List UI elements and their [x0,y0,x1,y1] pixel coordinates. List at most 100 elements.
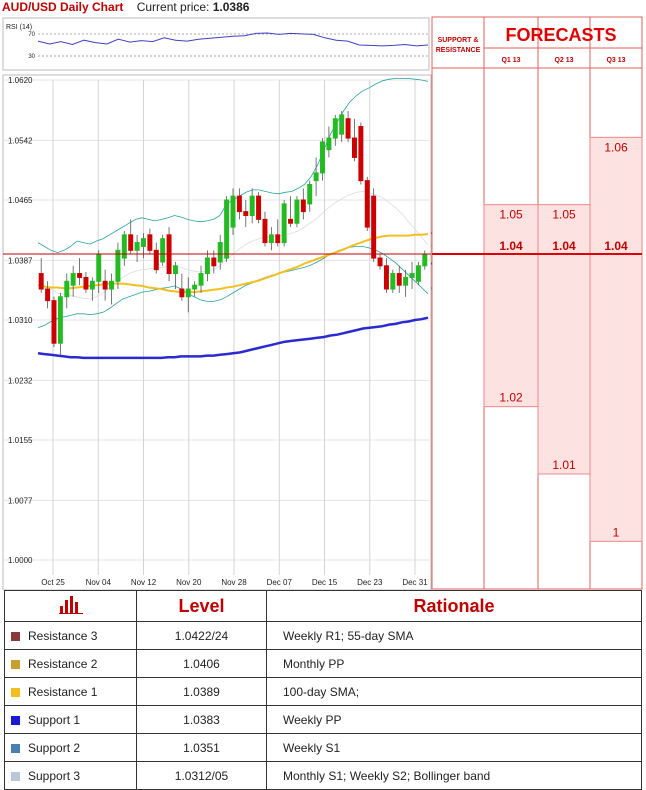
level-name: Support 3 [28,768,81,783]
rsi-frame [2,17,430,71]
candle [288,196,294,228]
candle-body [115,249,121,282]
level-header: Level [136,590,267,622]
candle-body [390,273,396,290]
level-name: Support 1 [28,712,81,727]
level-name-cell: Support 3 [4,761,137,790]
x-tick-label: Nov 04 [86,578,112,587]
candle [128,219,134,255]
candle-body [179,288,185,298]
level-value: 1.0389 [136,677,267,706]
forecast-high-value: 1.05 [552,208,576,222]
rsi-line [37,32,429,47]
candle-body [383,265,389,290]
candle-body [172,265,178,275]
candle [217,234,223,270]
candle [326,126,332,158]
candle [51,296,57,348]
level-rationale: 100-day SMA; [266,677,642,706]
candle [185,277,191,313]
y-tick-label: 1.0155 [8,436,33,445]
level-rationale: Weekly S1 [266,733,642,762]
candle [396,265,402,293]
candle-body [307,184,313,205]
level-name: Resistance 2 [28,656,98,671]
candle-body [249,195,255,216]
candle-body [268,234,274,244]
y-tick-label: 1.0620 [8,76,33,85]
candle-body [351,137,357,158]
candle [415,261,421,286]
candle-body [96,253,102,282]
table-icon-cell [4,590,137,622]
candle-body [256,195,262,220]
candle-body [288,218,294,224]
level-name: Support 2 [28,740,81,755]
candle-body [185,288,191,298]
forecast-low-value: 1.01 [552,458,576,472]
candle [179,273,185,301]
candle [332,114,338,146]
y-tick-label: 1.0077 [8,496,33,505]
forecast-range-bar [537,204,591,475]
y-tick-label: 1.0387 [8,256,33,265]
candle-body [89,280,95,290]
sr-label-2: RESISTANCE [436,47,481,54]
level-name: Resistance 3 [28,628,98,643]
candle-body [121,234,127,259]
level-color-swatch [11,743,20,753]
candle [102,269,108,301]
candle-body [300,199,306,213]
chart-canvas: RSI (14) 70 30 1.06201.05421.04651.03871… [2,16,643,590]
y-tick-label: 1.0000 [8,556,33,565]
rsi-tick-30: 30 [28,54,35,60]
candle [390,269,396,293]
forecast-columns: Q1 13 1.05 1.04 1.02 Q2 13 1.05 1.04 1.01 Q3 13 1… [483,57,643,542]
candle [121,230,127,266]
table-row: Support 2 1.0351 Weekly S1 [4,733,642,762]
forecast-column-label: Q3 13 [606,57,625,64]
chart-title: AUD/USD Daily Chart [2,0,124,14]
table-row: Resistance 2 1.0406 Monthly PP [4,649,642,678]
candle [134,234,140,262]
candle [147,228,153,255]
candle-body [70,273,76,286]
candle-body [109,280,115,290]
level-rationale: Monthly PP [266,649,642,678]
forecast-mid-value: 1.04 [499,239,523,253]
candle [377,254,383,270]
candle-body [83,276,89,290]
candle [371,188,377,262]
candle-body [262,218,268,244]
bar-chart-icon [58,595,83,614]
candle-body [141,238,146,247]
x-tick-label: Nov 28 [221,578,247,587]
level-value: 1.0422/24 [136,621,267,650]
candle [313,157,319,197]
x-tick-label: Oct 25 [41,578,65,587]
candle-body [51,300,57,344]
candle-body [313,172,319,182]
candle [403,269,409,297]
candle-body [217,242,223,263]
level-rationale: Weekly PP [266,705,642,734]
candle-body [192,284,198,290]
level-name-cell: Support 2 [4,733,137,762]
candle [192,281,198,297]
candle [70,265,76,297]
forecast-range-bar [483,204,539,408]
table-row: Resistance 3 1.0422/24 Weekly R1; 55-day S… [4,621,642,650]
level-color-swatch [11,771,20,781]
candle [300,188,306,220]
candle-body [64,280,70,298]
level-name-cell: Resistance 1 [4,677,137,706]
candle [38,258,44,293]
level-name-cell: Resistance 3 [4,621,137,650]
current-price-value: 1.0386 [212,0,250,14]
level-rationale: Weekly R1; 55-day SMA [266,621,642,650]
current-price-label: Current price: [136,0,210,14]
candle-body [275,234,281,244]
candles [38,110,428,355]
candle [281,200,287,247]
level-color-swatch [11,715,20,725]
